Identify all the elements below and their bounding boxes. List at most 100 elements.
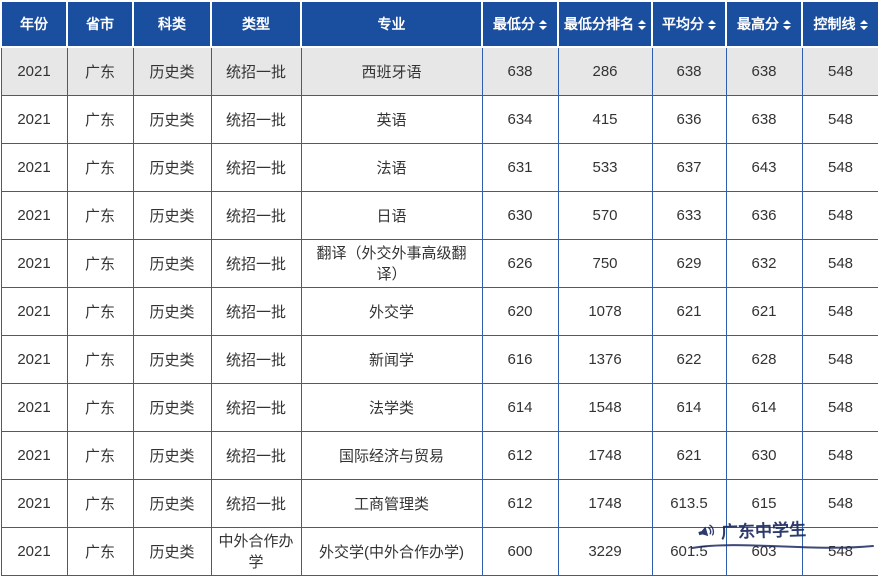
cell-subject_category: 历史类: [132, 286, 212, 336]
cell-min_score: 612: [481, 430, 559, 480]
table-row: 2021 广东 历史类 统招一批 翻译（外交外事高级翻译） 626 750 629 632 548: [0, 238, 878, 288]
cell-major: 法语: [300, 142, 483, 192]
sort-icon[interactable]: [859, 20, 868, 31]
cell-type: 统招一批: [210, 142, 302, 192]
cell-subject_category: 历史类: [132, 478, 212, 528]
cell-major: 日语: [300, 190, 483, 240]
cell-min_score_rank: 1376: [557, 334, 653, 384]
column-header-label: 年份: [20, 16, 48, 32]
column-header-label: 专业: [377, 16, 406, 32]
column-header-min_score[interactable]: 最低分: [481, 0, 559, 48]
cell-min_score_rank: 286: [557, 46, 653, 96]
column-header-label: 类型: [242, 16, 270, 32]
cell-control_line: 548: [801, 46, 878, 96]
cell-subject_category: 历史类: [132, 430, 212, 480]
column-header-subject_category: 科类: [132, 0, 212, 48]
sort-icon[interactable]: [783, 20, 791, 31]
cell-min_score: 638: [481, 46, 559, 96]
column-header-avg_score[interactable]: 平均分: [651, 0, 727, 48]
cell-max_score: 638: [725, 94, 803, 144]
column-header-label: 最高分: [737, 16, 779, 32]
cell-province: 广东: [66, 286, 134, 336]
cell-max_score: 638: [725, 46, 803, 96]
cell-province: 广东: [66, 238, 134, 288]
column-header-max_score[interactable]: 最高分: [725, 0, 803, 48]
cell-min_score: 600: [481, 526, 559, 576]
cell-year: 2021: [0, 382, 68, 432]
cell-subject_category: 历史类: [132, 382, 212, 432]
column-header-min_score_rank[interactable]: 最低分排名: [557, 0, 653, 48]
cell-major: 英语: [300, 94, 483, 144]
cell-max_score: 643: [725, 142, 803, 192]
cell-avg_score: 636: [651, 94, 727, 144]
cell-subject_category: 历史类: [132, 190, 212, 240]
sort-icon[interactable]: [708, 20, 716, 31]
cell-year: 2021: [0, 238, 68, 288]
cell-max_score: 630: [725, 430, 803, 480]
cell-type: 统招一批: [210, 190, 302, 240]
cell-year: 2021: [0, 430, 68, 480]
column-header-type: 类型: [210, 0, 302, 48]
cell-avg_score: 629: [651, 238, 727, 288]
table-row: 2021 广东 历史类 统招一批 法学类 614 1548 614 614 548: [0, 382, 878, 432]
cell-subject_category: 历史类: [132, 142, 212, 192]
cell-avg_score: 637: [651, 142, 727, 192]
cell-min_score_rank: 570: [557, 190, 653, 240]
column-header-label: 控制线: [813, 16, 856, 32]
cell-subject_category: 历史类: [132, 238, 212, 288]
cell-min_score_rank: 533: [557, 142, 653, 192]
cell-min_score_rank: 1548: [557, 382, 653, 432]
table-row: 2021 广东 历史类 统招一批 外交学 620 1078 621 621 548: [0, 286, 878, 336]
cell-year: 2021: [0, 334, 68, 384]
table-row: 2021 广东 历史类 统招一批 日语 630 570 633 636 548: [0, 190, 878, 240]
cell-year: 2021: [0, 478, 68, 528]
cell-year: 2021: [0, 286, 68, 336]
table-row: 2021 广东 历史类 统招一批 英语 634 415 636 638 548: [0, 94, 878, 144]
cell-province: 广东: [66, 382, 134, 432]
cell-subject_category: 历史类: [132, 46, 212, 96]
cell-province: 广东: [66, 526, 134, 576]
header-row: 年份 省市 科类 类型 专业 最低分 最低分排名 平均分 最高分 控制线: [0, 0, 878, 48]
column-header-label: 最低分: [493, 16, 535, 32]
cell-avg_score: 621: [651, 286, 727, 336]
cell-min_score: 631: [481, 142, 559, 192]
cell-control_line: 548: [801, 94, 878, 144]
cell-subject_category: 历史类: [132, 526, 212, 576]
column-header-label: 平均分: [662, 16, 704, 32]
cell-avg_score: 622: [651, 334, 727, 384]
cell-major: 法学类: [300, 382, 483, 432]
sort-icon[interactable]: [539, 20, 547, 31]
cell-major: 西班牙语: [300, 46, 483, 96]
table-body: 2021 广东 历史类 统招一批 西班牙语 638 286 638 638 548 2021 广东 历史…: [0, 46, 878, 576]
sort-icon[interactable]: [638, 20, 646, 31]
cell-min_score: 616: [481, 334, 559, 384]
cell-province: 广东: [66, 334, 134, 384]
column-header-label: 科类: [158, 16, 186, 32]
cell-province: 广东: [66, 430, 134, 480]
cell-max_score: 614: [725, 382, 803, 432]
cell-max_score: 621: [725, 286, 803, 336]
cell-avg_score: 613.5: [651, 478, 727, 528]
cell-major: 翻译（外交外事高级翻译）: [300, 238, 483, 288]
column-header-province: 省市: [66, 0, 134, 48]
cell-subject_category: 历史类: [132, 94, 212, 144]
table-row: 2021 广东 历史类 统招一批 西班牙语 638 286 638 638 548: [0, 46, 878, 96]
cell-min_score: 626: [481, 238, 559, 288]
cell-type: 统招一批: [210, 94, 302, 144]
cell-min_score_rank: 415: [557, 94, 653, 144]
cell-major: 外交学: [300, 286, 483, 336]
cell-year: 2021: [0, 142, 68, 192]
column-header-control_line[interactable]: 控制线: [801, 0, 878, 48]
cell-major: 国际经济与贸易: [300, 430, 483, 480]
cell-type: 统招一批: [210, 334, 302, 384]
cell-max_score: 628: [725, 334, 803, 384]
column-header-label: 最低分排名: [564, 16, 634, 32]
cell-type: 中外合作办学: [210, 526, 302, 576]
cell-control_line: 548: [801, 478, 878, 528]
cell-type: 统招一批: [210, 238, 302, 288]
cell-subject_category: 历史类: [132, 334, 212, 384]
table-row: 2021 广东 历史类 统招一批 法语 631 533 637 643 548: [0, 142, 878, 192]
cell-major: 工商管理类: [300, 478, 483, 528]
